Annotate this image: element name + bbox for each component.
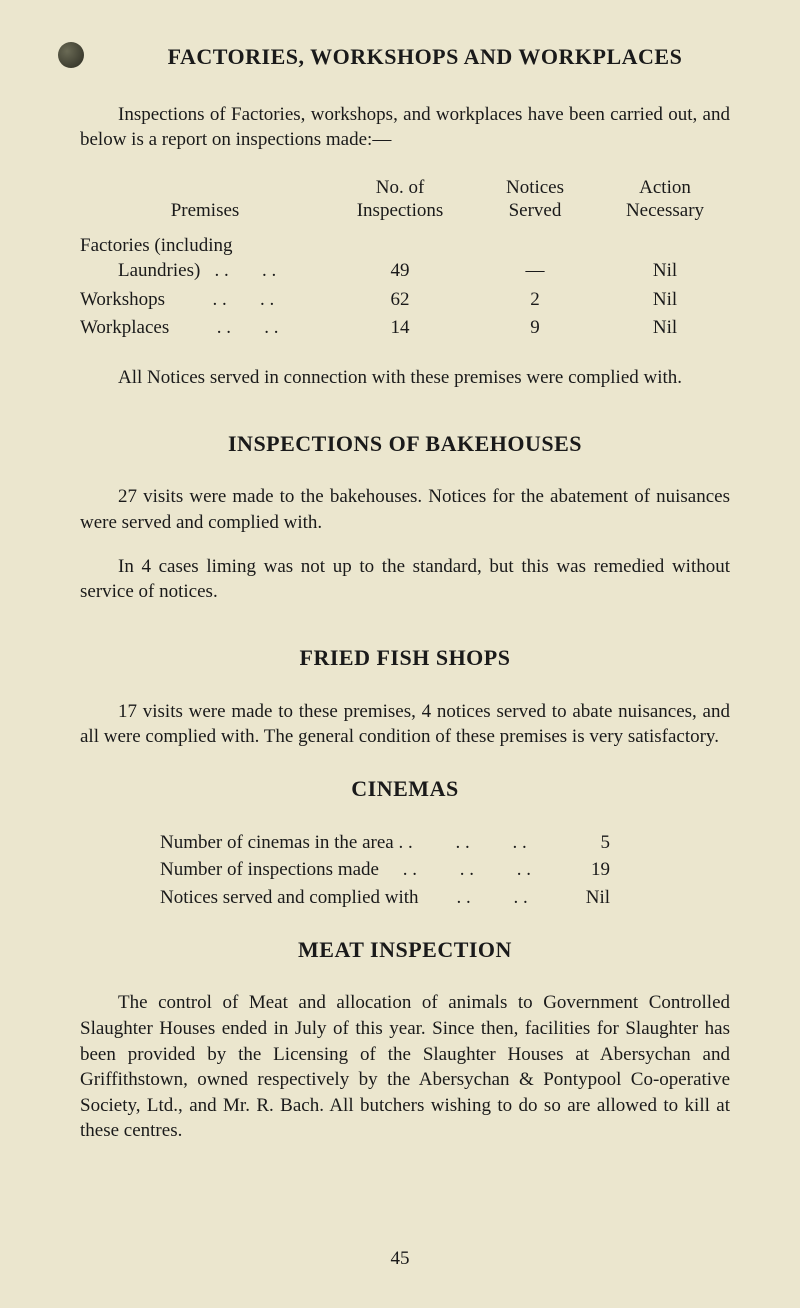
heading-fish: FRIED FISH SHOPS <box>80 643 730 673</box>
bullet-icon <box>58 42 84 68</box>
header-inspections: No. of Inspections <box>330 177 470 223</box>
fish-paragraph: 17 visits were made to these premises, 4… <box>80 699 730 750</box>
heading-bakehouses: INSPECTIONS OF BAKEHOUSES <box>80 429 730 459</box>
premises-cell: Factories (including <box>80 233 330 259</box>
cinema-label: Notices served and complied with . . . . <box>160 885 550 911</box>
cinema-row: Number of inspections made . . . . . . 1… <box>160 857 730 883</box>
table-row: Workshops . . . . 62 2 Nil <box>80 287 730 313</box>
header-action: Action Necessary <box>600 177 730 223</box>
bakehouses-para-1: 27 visits were made to the bakehouses. N… <box>80 484 730 535</box>
table-row: Factories (including Laundries) . . . . … <box>80 233 730 284</box>
table-row: Workplaces . . . . 14 9 Nil <box>80 315 730 341</box>
cinema-label: Number of cinemas in the area . . . . . … <box>160 830 550 856</box>
notices-cell: — <box>470 258 600 284</box>
bakehouses-para-2: In 4 cases liming was not up to the stan… <box>80 554 730 605</box>
notices-cell: 9 <box>470 315 600 341</box>
cinema-value: Nil <box>550 885 610 911</box>
action-cell: Nil <box>600 315 730 341</box>
header-premises: Premises <box>80 177 330 223</box>
inspections-cell: 62 <box>330 287 470 313</box>
action-cell: Nil <box>600 258 730 284</box>
header-notices: Notices Served <box>470 177 600 223</box>
cinema-value: 19 <box>550 857 610 883</box>
cinema-row: Number of cinemas in the area . . . . . … <box>160 830 730 856</box>
cinema-label: Number of inspections made . . . . . . <box>160 857 550 883</box>
heading-cinemas: CINEMAS <box>80 774 730 804</box>
inspections-cell: 14 <box>330 315 470 341</box>
heading-meat: MEAT INSPECTION <box>80 935 730 965</box>
notices-cell: 2 <box>470 287 600 313</box>
inspections-cell: 49 <box>330 258 470 284</box>
premises-cell: Workplaces . . . . <box>80 315 330 341</box>
page-number: 45 <box>0 1246 800 1272</box>
premises-cell: Workshops . . . . <box>80 287 330 313</box>
heading-factories: FACTORIES, WORKSHOPS AND WORKPLACES <box>120 42 730 72</box>
table-header-row: Premises No. of Inspections Notices Serv… <box>80 177 730 223</box>
cinema-value: 5 <box>550 830 610 856</box>
intro-paragraph: Inspections of Factories, workshops, and… <box>80 102 730 153</box>
meat-paragraph: The control of Meat and allocation of an… <box>80 990 730 1144</box>
notices-paragraph: All Notices served in connection with th… <box>80 365 730 391</box>
cinema-row: Notices served and complied with . . . .… <box>160 885 730 911</box>
cinemas-list: Number of cinemas in the area . . . . . … <box>160 830 730 911</box>
premises-cell: Laundries) . . . . <box>80 258 330 284</box>
inspections-table: Premises No. of Inspections Notices Serv… <box>80 177 730 341</box>
action-cell: Nil <box>600 287 730 313</box>
